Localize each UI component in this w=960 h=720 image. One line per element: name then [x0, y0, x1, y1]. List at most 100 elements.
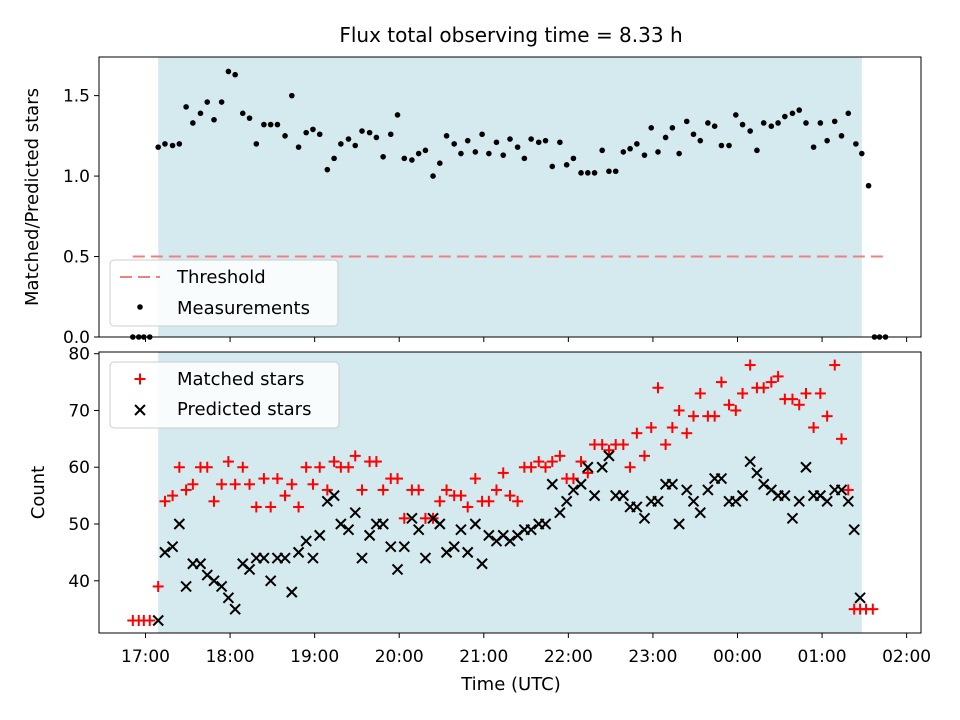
measurement-point: [817, 120, 824, 126]
cross-stroke-b: [779, 489, 791, 502]
y-tick-label: 70: [68, 401, 90, 421]
cross-stroke-b: [208, 575, 220, 587]
predicted-star-point: [694, 506, 706, 519]
predicted-star-point: [440, 546, 453, 559]
cross-stroke-b: [821, 495, 833, 508]
cross-stroke-b: [476, 558, 488, 570]
matched-star-point: [504, 490, 516, 502]
matched-star-point: [737, 387, 749, 399]
cross-stroke-b: [134, 404, 146, 416]
predicted-star-point: [554, 506, 566, 519]
predicted-star-point: [673, 518, 685, 530]
measurement-point: [789, 110, 796, 117]
measurement-point: [662, 134, 669, 141]
measurement-point: [796, 107, 803, 113]
y-tick-label: 60: [68, 458, 90, 478]
cross-stroke-b: [243, 563, 256, 576]
cross-stroke-b: [596, 461, 608, 473]
cross-stroke-b: [222, 592, 235, 604]
ratio-axes-frame: [98, 56, 922, 338]
matched-star-point: [575, 456, 587, 468]
predicted-star-point: [314, 529, 326, 542]
cross-stroke-b: [448, 541, 460, 553]
matched-star-point: [765, 376, 777, 388]
measurement-point: [683, 118, 690, 125]
cross-stroke-b: [180, 580, 192, 593]
cross-stroke-b: [842, 495, 854, 508]
measurement-point: [232, 71, 238, 78]
matched-star-point: [279, 490, 291, 502]
matched-star-point: [793, 399, 805, 411]
cross-stroke-b: [567, 484, 580, 496]
cross-stroke-b: [575, 478, 587, 490]
matched-star-point: [540, 461, 552, 473]
measurement-point: [648, 125, 655, 131]
cross-stroke-b: [258, 552, 270, 564]
measurement-point: [493, 139, 500, 146]
ratio-x-ticks: [145, 337, 908, 342]
matched-star-point: [271, 473, 283, 485]
matched-star-point: [370, 456, 382, 468]
matched-star-point: [307, 478, 319, 490]
measurement-point: [634, 141, 640, 147]
cross-stroke-b: [462, 546, 474, 559]
predicted-star-point: [567, 484, 580, 496]
predicted-star-point: [180, 580, 192, 593]
x-tick-label: 23:00: [628, 647, 677, 667]
predicted-star-point: [222, 592, 235, 604]
measurement-point: [394, 112, 401, 118]
cross-stroke-b: [835, 484, 848, 496]
measurement-point: [324, 166, 331, 173]
matched-star-point: [237, 461, 249, 473]
predicted-star-point: [702, 484, 714, 496]
cross-stroke-b: [554, 506, 566, 519]
cross-stroke-b: [617, 489, 630, 502]
measurement-point: [838, 133, 845, 139]
measurement-point: [810, 144, 817, 150]
predicted-star-point: [560, 495, 573, 508]
predicted-star-point: [406, 512, 418, 525]
cross-stroke-b: [314, 529, 326, 542]
cross-stroke-b: [736, 489, 749, 502]
matched-star-point: [250, 501, 262, 513]
matched-star-point: [144, 615, 156, 627]
predicted-star-point: [279, 552, 291, 564]
matched-star-point: [723, 399, 735, 411]
matched-star-point: [808, 422, 820, 434]
matched-star-point: [645, 422, 657, 434]
predicted-star-point: [286, 586, 298, 598]
measurement-point: [697, 137, 704, 144]
ratio-y-axis-label: Matched/Predicted stars: [22, 88, 43, 306]
matched-star-point: [398, 512, 410, 524]
matched-star-point: [603, 444, 615, 456]
matched-star-point: [666, 422, 678, 434]
measurement-point: [239, 110, 246, 117]
predicted-star-point: [779, 489, 791, 502]
legend-predicted-marker: [134, 404, 146, 416]
cross-stroke-b: [440, 546, 453, 559]
predicted-star-point: [412, 523, 425, 536]
measurement-point: [401, 155, 408, 162]
matched-star-point: [836, 433, 848, 445]
predicted-star-point: [342, 523, 355, 536]
predicted-star-point: [215, 580, 228, 593]
measurement-point: [225, 68, 232, 75]
measurement-point: [732, 112, 739, 118]
measurement-point: [246, 115, 253, 121]
cross-stroke-b: [588, 489, 601, 502]
measurement-point: [409, 157, 415, 163]
matched-star-point: [624, 461, 636, 473]
matched-star-point: [631, 427, 643, 439]
matched-star-point: [567, 473, 579, 485]
matched-star-point: [617, 439, 629, 451]
predicted-star-point: [786, 512, 799, 525]
legend-threshold-label: Threshold: [176, 267, 266, 288]
count-x-ticks: 17:00 18:00 19:00 20:00 21:00 22:00 23:00 00:00…: [121, 633, 931, 667]
predicted-star-point: [166, 541, 179, 553]
measurement-point: [549, 163, 556, 170]
measurement-point: [859, 150, 865, 157]
predicted-star-point: [835, 484, 848, 496]
measurement-point: [316, 131, 323, 138]
cross-stroke-b: [434, 518, 446, 530]
cross-stroke-b: [412, 523, 425, 536]
